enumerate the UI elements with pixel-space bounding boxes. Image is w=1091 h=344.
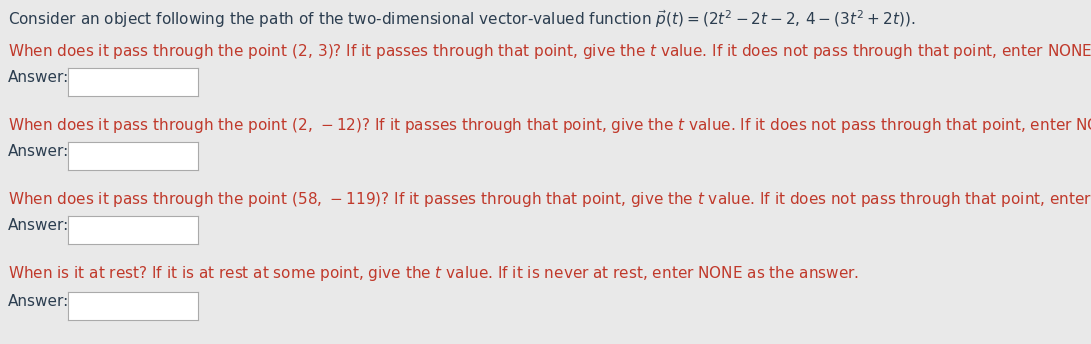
Text: Answer:: Answer: xyxy=(8,144,69,159)
Text: Consider an object following the path of the two-dimensional vector-valued funct: Consider an object following the path of… xyxy=(8,8,915,30)
Text: Answer:: Answer: xyxy=(8,70,69,85)
Text: Answer:: Answer: xyxy=(8,218,69,233)
Text: When does it pass through the point $(58,\,-119)$? If it passes through that poi: When does it pass through the point $(58… xyxy=(8,190,1091,209)
Text: Answer:: Answer: xyxy=(8,294,69,309)
Text: When does it pass through the point $(2,\,3)$? If it passes through that point, : When does it pass through the point $(2,… xyxy=(8,42,1091,61)
Text: When is it at rest? If it is at rest at some point, give the $t$ value. If it is: When is it at rest? If it is at rest at … xyxy=(8,264,860,283)
Text: When does it pass through the point $(2,\,-12)$? If it passes through that point: When does it pass through the point $(2,… xyxy=(8,116,1091,135)
